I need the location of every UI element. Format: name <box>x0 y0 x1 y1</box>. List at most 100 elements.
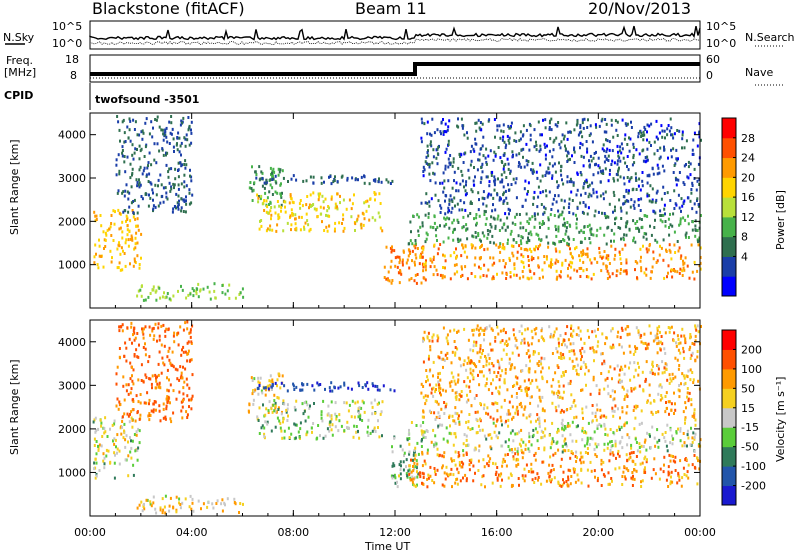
radar-cell <box>614 222 616 226</box>
radar-cell <box>409 239 412 243</box>
radar-cell <box>614 247 617 251</box>
radar-cell <box>494 336 497 339</box>
radar-cell <box>637 131 640 135</box>
radar-cell <box>391 450 394 454</box>
radar-cell <box>493 261 496 265</box>
radar-cell <box>310 426 313 430</box>
radar-cell <box>138 157 141 161</box>
radar-cell <box>122 190 125 194</box>
radar-cell <box>474 275 477 279</box>
radar-cell <box>494 135 496 139</box>
radar-cell <box>514 336 517 340</box>
radar-cell <box>529 247 531 251</box>
radar-cell <box>151 386 153 390</box>
radar-cell <box>373 398 376 402</box>
radar-cell <box>607 154 610 158</box>
radar-cell <box>256 193 259 197</box>
radar-cell <box>514 432 517 436</box>
radar-cell <box>635 406 638 410</box>
radar-cell <box>434 390 437 394</box>
radar-cell <box>426 485 429 489</box>
radar-cell <box>641 179 644 183</box>
radar-cell <box>644 347 647 351</box>
radar-cell <box>557 380 560 384</box>
radar-cell <box>573 365 576 368</box>
radar-cell <box>378 177 380 181</box>
radar-cell <box>93 261 96 265</box>
radar-cell <box>443 451 446 455</box>
radar-cell <box>619 253 621 256</box>
radar-cell <box>674 408 677 412</box>
radar-cell <box>588 223 591 227</box>
radar-cell <box>183 380 186 384</box>
radar-cell <box>119 356 121 360</box>
radar-cell <box>290 177 293 181</box>
radar-cell <box>265 229 268 233</box>
radar-cell <box>156 115 159 119</box>
radar-cell <box>156 339 158 343</box>
radar-cell <box>489 149 492 153</box>
radar-cell <box>646 458 648 462</box>
radar-cell <box>399 444 402 448</box>
radar-cell <box>419 424 422 428</box>
radar-cell <box>681 204 684 208</box>
radar-cell <box>584 252 587 256</box>
radar-cell <box>131 143 134 147</box>
radar-cell <box>555 409 558 413</box>
radar-cell <box>420 429 423 433</box>
radar-cell <box>652 339 655 343</box>
radar-cell <box>274 174 277 178</box>
radar-cell <box>539 144 542 148</box>
radar-cell <box>529 133 532 137</box>
radar-cell <box>152 285 155 289</box>
radar-cell <box>164 133 167 137</box>
radar-cell <box>630 443 633 447</box>
radar-cell <box>643 468 646 472</box>
radar-cell <box>632 239 635 243</box>
radar-cell <box>674 356 677 360</box>
radar-cell <box>242 502 244 506</box>
radar-cell <box>233 501 236 504</box>
radar-cell <box>610 239 612 243</box>
radar-cell <box>338 413 341 417</box>
radar-cell <box>621 118 624 122</box>
radar-cell <box>557 227 560 231</box>
radar-cell <box>137 204 140 208</box>
radar-cell <box>454 406 457 410</box>
radar-cell <box>464 473 467 477</box>
radar-cell <box>368 218 371 222</box>
radar-cell <box>521 456 524 460</box>
radar-cell <box>424 436 427 439</box>
radar-cell <box>493 183 496 187</box>
radar-cell <box>536 212 539 216</box>
radar-cell <box>626 143 629 146</box>
radar-cell <box>550 208 553 211</box>
radar-cell <box>496 128 499 132</box>
radar-cell <box>552 148 555 152</box>
radar-cell <box>465 420 468 424</box>
radar-cell <box>637 373 640 377</box>
x-tick-label: 04:00 <box>176 526 208 539</box>
radar-cell <box>127 392 130 396</box>
radar-cell <box>149 500 152 504</box>
radar-cell <box>389 388 392 392</box>
radar-cell <box>295 385 298 389</box>
radar-cell <box>422 430 425 434</box>
radar-cell <box>427 331 430 335</box>
power-band-6 <box>383 243 427 285</box>
radar-cell <box>511 251 514 255</box>
radar-cell <box>607 215 610 219</box>
radar-cell <box>321 419 324 423</box>
radar-cell <box>511 150 514 154</box>
radar-cell <box>258 165 261 169</box>
radar-cell <box>530 395 533 399</box>
radar-cell <box>673 132 676 136</box>
radar-cell <box>279 168 282 172</box>
radar-cell <box>267 387 270 391</box>
radar-cell <box>610 346 613 350</box>
radar-cell <box>324 197 327 201</box>
radar-cell <box>567 206 570 209</box>
radar-cell <box>374 430 377 433</box>
radar-cell <box>173 183 176 187</box>
radar-cell <box>142 346 145 349</box>
